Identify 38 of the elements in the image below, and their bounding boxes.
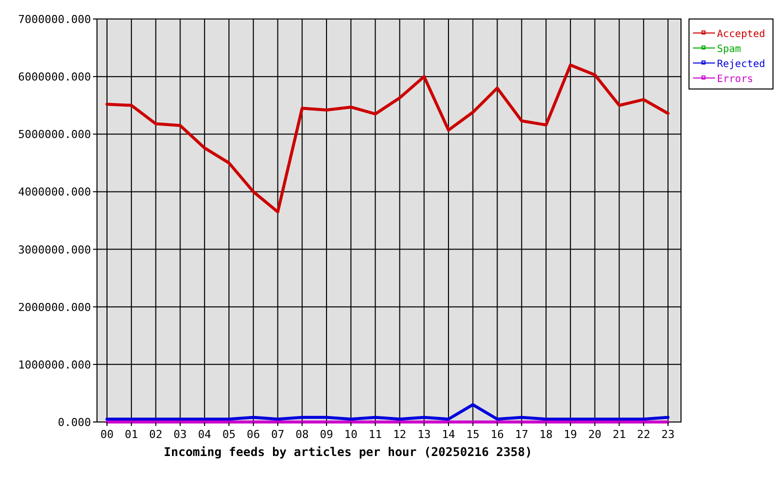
y-tick-label: 3000000.000 (18, 243, 91, 256)
y-tick-label: 5000000.000 (18, 128, 91, 142)
x-tick-label: 12 (393, 428, 406, 441)
y-tick-label: 2000000.000 (18, 300, 91, 314)
x-tick-label: 08 (296, 428, 309, 441)
y-tick-label: 1000000.000 (18, 358, 91, 372)
x-tick-label: 16 (490, 428, 504, 441)
x-tick-label: 21 (612, 428, 626, 441)
x-tick-label: 11 (368, 428, 382, 441)
legend-label: Errors (717, 74, 754, 85)
x-tick-label: 09 (320, 428, 334, 441)
x-tick-label: 07 (271, 428, 284, 441)
x-tick-label: 01 (124, 428, 138, 441)
legend-label: Accepted (717, 29, 766, 40)
x-tick-label: 10 (344, 428, 358, 441)
x-tick-label: 06 (246, 428, 260, 441)
x-tick-label: 14 (442, 428, 456, 441)
y-tick-label: 6000000.000 (18, 70, 91, 84)
legend-label: Spam (717, 44, 742, 55)
x-tick-label: 00 (100, 428, 114, 441)
x-tick-label: 22 (636, 428, 650, 441)
x-axis-title: Incoming feeds by articles per hour (20250216 2358) (164, 445, 532, 459)
x-tick-label: 17 (515, 428, 528, 441)
x-tick-label: 23 (661, 428, 675, 441)
x-tick-label: 13 (417, 428, 431, 441)
x-tick-label: 20 (588, 428, 602, 441)
x-tick-label: 19 (564, 428, 578, 441)
x-tick-label: 04 (198, 428, 212, 441)
x-tick-label: 18 (539, 428, 553, 441)
x-tick-label: 03 (174, 428, 187, 441)
legend-label: Rejected (717, 59, 766, 70)
y-tick-label: 7000000.000 (18, 13, 91, 26)
line-series (106, 64, 670, 214)
y-tick-label: 4000000.000 (18, 186, 91, 199)
x-tick-label: 02 (149, 428, 162, 441)
y-tick-label: 0.000 (58, 416, 91, 429)
x-tick-label: 05 (222, 428, 236, 441)
x-tick-label: 15 (466, 428, 480, 441)
